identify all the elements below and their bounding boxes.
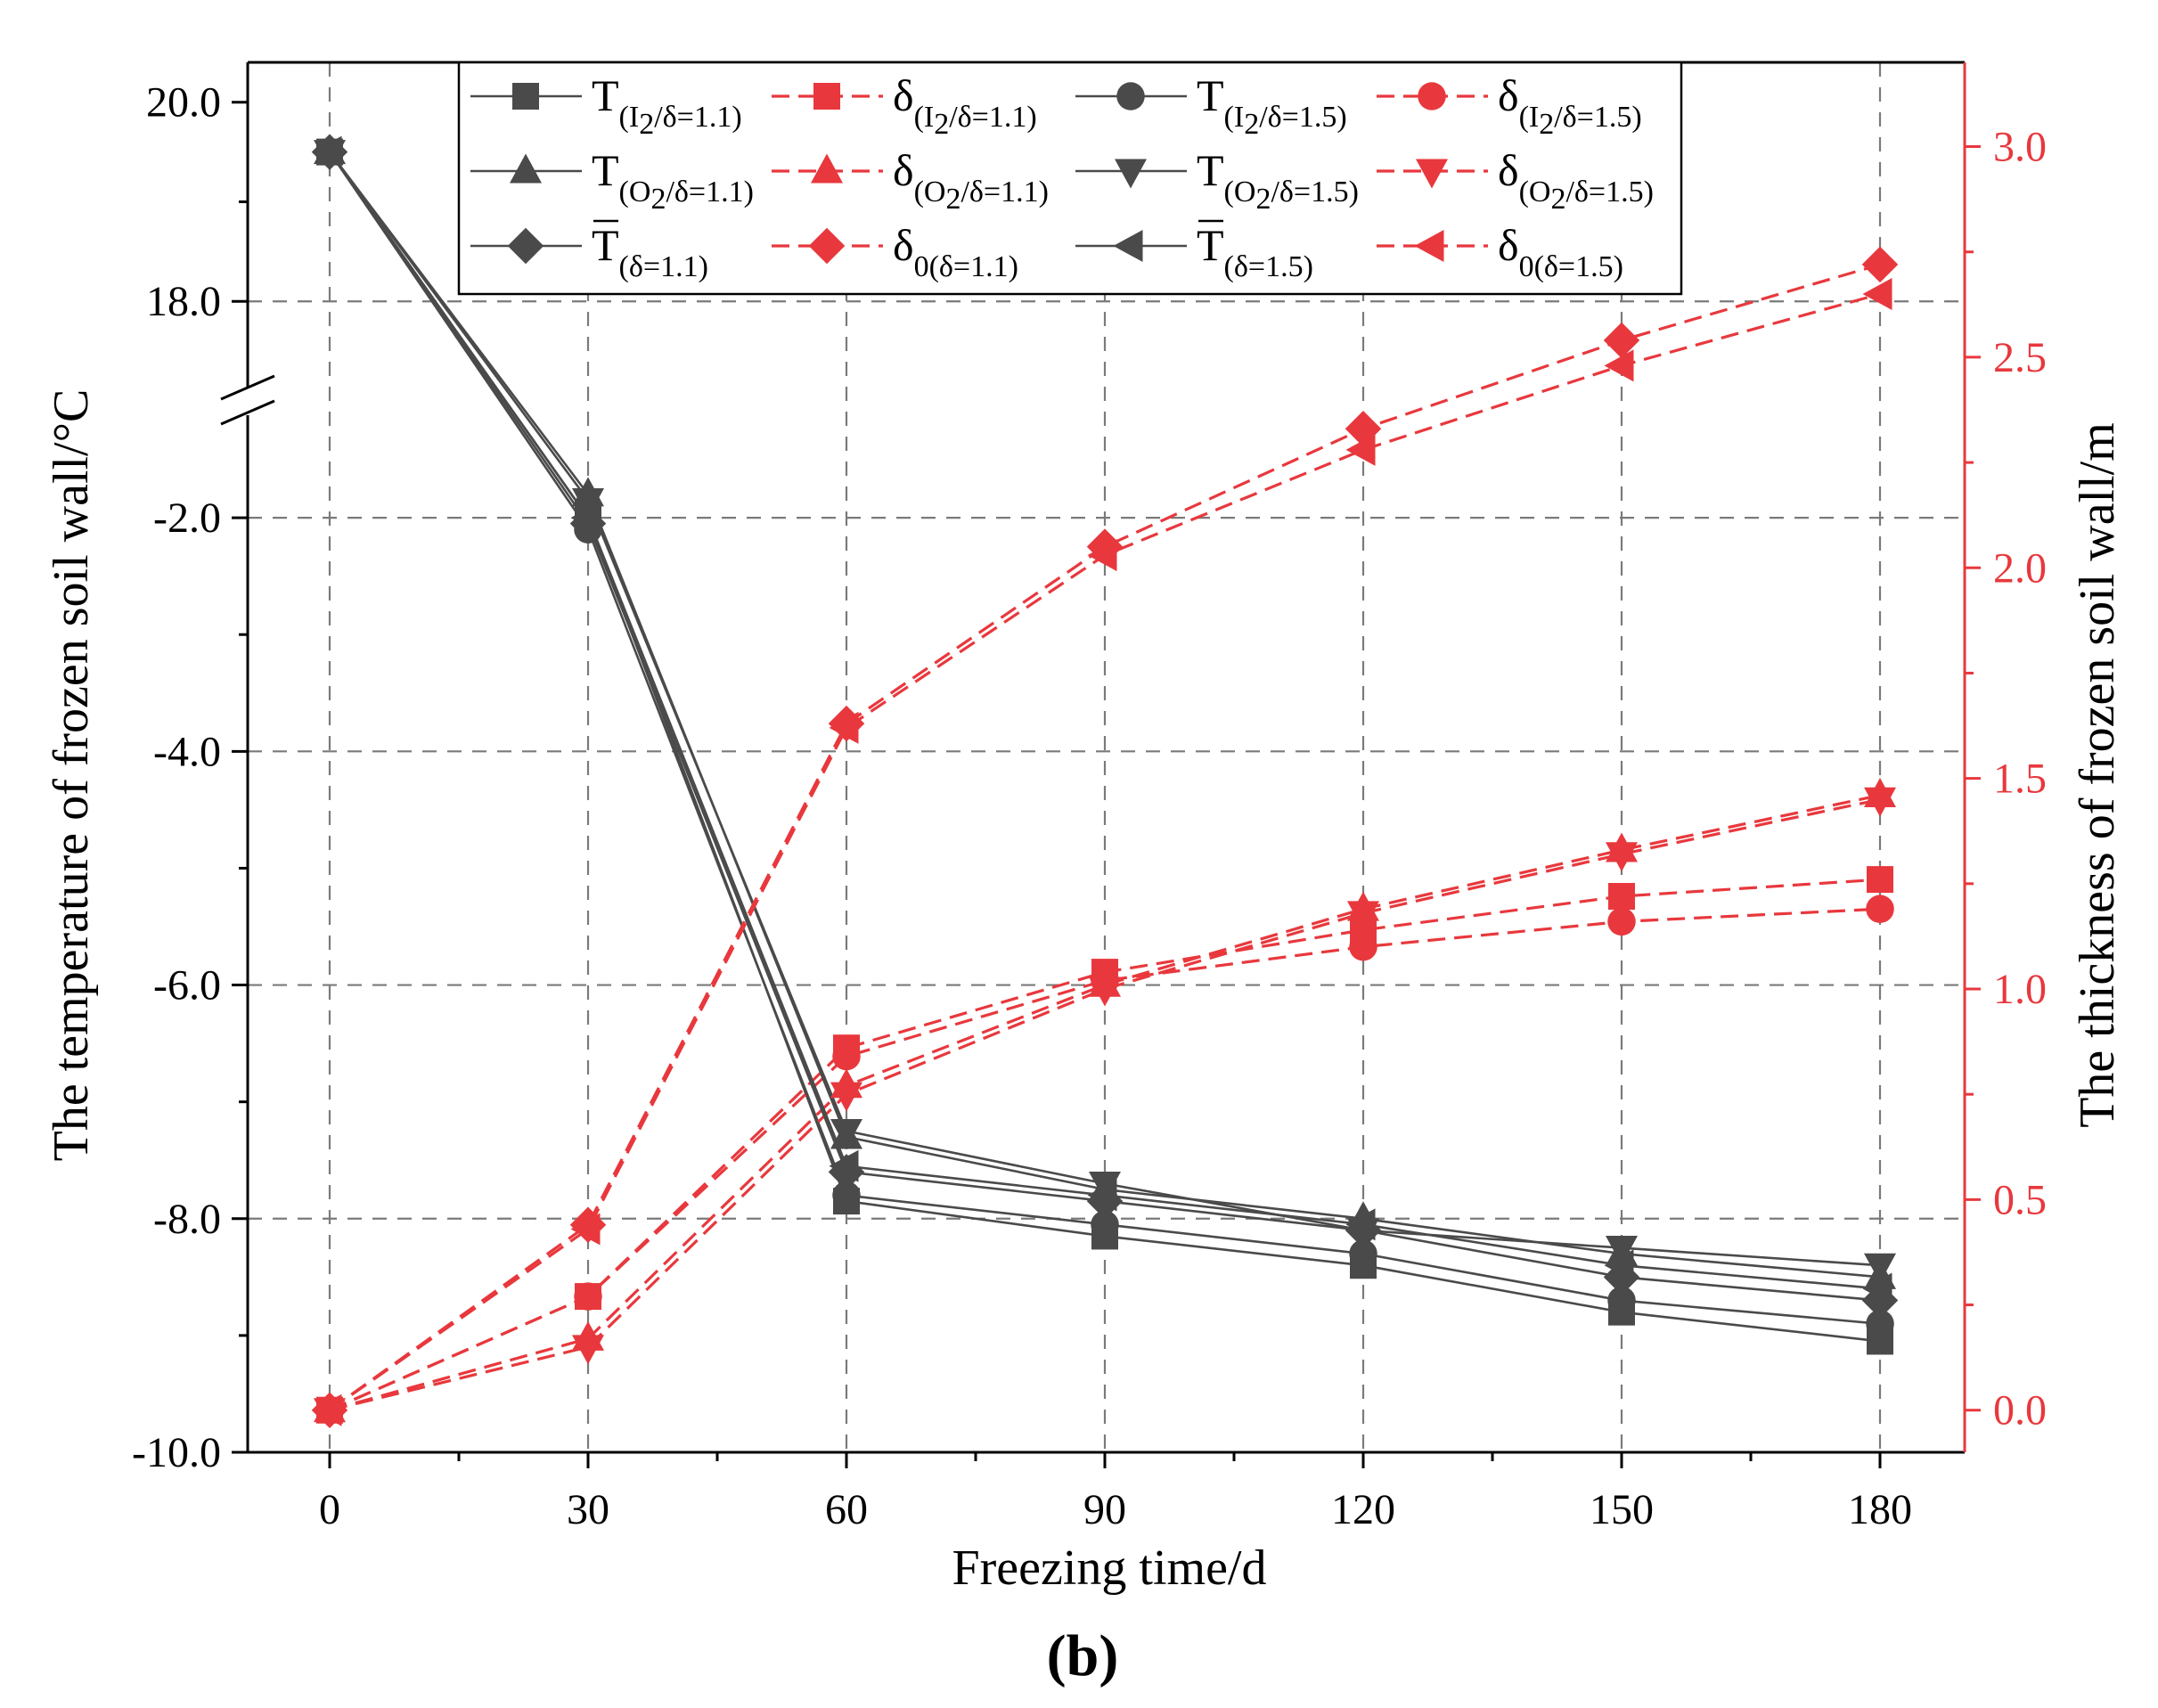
legend-marker	[813, 83, 840, 110]
legend-label: T(O2/δ=1.5)	[1197, 145, 1359, 216]
tick-labels: -10.0 -8.0 -6.0 -4.0 -2.0 18.0 20.0 0.0 0.5 1.0 1.…	[132, 79, 2047, 1533]
y-left-tick-label: -4.0	[153, 728, 221, 775]
y-axis-left-title: The temperature of frozen soil wall/°C	[44, 389, 99, 1162]
data-point	[832, 1181, 861, 1210]
legend-box	[457, 61, 1683, 296]
data-point	[1607, 907, 1636, 936]
data-point	[830, 1118, 862, 1148]
legend-marker	[811, 153, 843, 184]
data-point	[570, 1213, 601, 1246]
data-point	[830, 1082, 862, 1112]
y-left-tick-label: -6.0	[153, 962, 221, 1009]
data-point	[1349, 1239, 1377, 1268]
y-left-tick-label: -10.0	[132, 1429, 221, 1476]
legend-marker	[1115, 159, 1147, 189]
y-right-tick-label: 0.0	[1993, 1387, 2047, 1434]
x-tick-label: 150	[1590, 1486, 1654, 1533]
y-left-tick-label: -2.0	[153, 494, 221, 542]
x-tick-label: 30	[567, 1486, 609, 1533]
legend-label: T(O2/δ=1.1)	[592, 145, 754, 216]
data-point	[1347, 901, 1379, 931]
data-point	[312, 1393, 342, 1426]
y-left-tick-label: -8.0	[153, 1196, 221, 1243]
data-point	[570, 502, 601, 535]
data-point	[574, 1282, 602, 1311]
legend-label: δ(O2/δ=1.5)	[1498, 145, 1654, 216]
x-tick-label: 0	[319, 1486, 340, 1533]
data-point	[1604, 1249, 1634, 1282]
data-point	[1606, 1236, 1638, 1266]
data-point	[829, 711, 859, 744]
legend-marker	[1116, 82, 1145, 110]
data-point	[1606, 842, 1638, 872]
x-tick-label: 120	[1331, 1486, 1395, 1533]
legend-marker	[510, 153, 542, 184]
legend-marker	[808, 227, 846, 265]
data-point	[1604, 349, 1634, 382]
legend-marker	[1113, 230, 1143, 262]
legend-label: δ(I2/δ=1.1)	[893, 70, 1037, 141]
legend-marker	[507, 227, 544, 265]
y-right-tick-label: 2.5	[1993, 334, 2047, 381]
legend-label: T(I2/δ=1.5)	[1197, 70, 1347, 141]
series-markers	[311, 134, 1899, 1428]
legend-label: T(δ=1.1)	[592, 220, 708, 283]
data-point	[572, 1335, 604, 1365]
data-point	[1607, 1286, 1636, 1315]
data-point	[1608, 883, 1635, 910]
figure-caption: (b)	[1047, 1623, 1119, 1688]
x-axis-title: Freezing time/d	[952, 1540, 1266, 1596]
data-point	[1087, 1179, 1117, 1212]
y-axis-right-title: The thickness of frozen soil wall/m	[2070, 422, 2125, 1128]
legend-marker	[512, 83, 539, 110]
legend-label: δ0(δ=1.5)	[1498, 220, 1623, 283]
data-point	[1603, 322, 1640, 359]
data-point	[1864, 1253, 1896, 1283]
y-left-tick-label: 20.0	[146, 79, 221, 127]
data-point	[1089, 977, 1121, 1007]
data-point	[1861, 246, 1899, 283]
x-tick-label: 90	[1083, 1486, 1126, 1533]
y-right-tick-label: 1.5	[1993, 756, 2047, 803]
data-point	[1867, 866, 1893, 894]
y-right-tick-label: 0.5	[1993, 1176, 2047, 1223]
x-tick-label: 60	[825, 1486, 868, 1533]
y-right-tick-label: 2.0	[1993, 544, 2047, 592]
legend-marker	[1414, 230, 1444, 262]
axis-break-mark	[220, 399, 275, 426]
legend-label: δ0(δ=1.1)	[893, 220, 1018, 283]
data-point	[1087, 539, 1117, 572]
data-point	[1862, 1272, 1892, 1305]
data-point	[1345, 433, 1376, 466]
y-right-tick-label: 1.0	[1993, 966, 2047, 1013]
axis-break-mark	[220, 374, 275, 401]
legend-marker	[1416, 159, 1448, 189]
legend: T(I2/δ=1.1) δ(I2/δ=1.1) T(I2/δ=1.5) δ(I2/δ=…	[457, 61, 1683, 296]
data-point	[1345, 1208, 1376, 1241]
data-point	[1091, 1210, 1119, 1239]
y-right-tick-label: 3.0	[1993, 124, 2047, 171]
data-point	[832, 1042, 861, 1071]
legend-label: δ(I2/δ=1.5)	[1498, 70, 1642, 141]
data-point	[312, 135, 342, 168]
data-point	[1349, 932, 1377, 961]
legend-label: δ(O2/δ=1.1)	[893, 145, 1049, 216]
data-point	[1866, 1310, 1894, 1338]
legend-label: T(δ=1.5)	[1197, 220, 1313, 283]
data-point	[1866, 895, 1894, 923]
legend-label: T(I2/δ=1.1)	[592, 70, 742, 141]
y-left-tick-label: 18.0	[146, 278, 221, 325]
data-point	[829, 1149, 859, 1182]
data-point	[572, 487, 604, 518]
data-point	[1862, 278, 1892, 310]
legend-marker	[1418, 82, 1446, 110]
x-tick-label: 180	[1848, 1486, 1912, 1533]
data-point	[1864, 787, 1896, 817]
